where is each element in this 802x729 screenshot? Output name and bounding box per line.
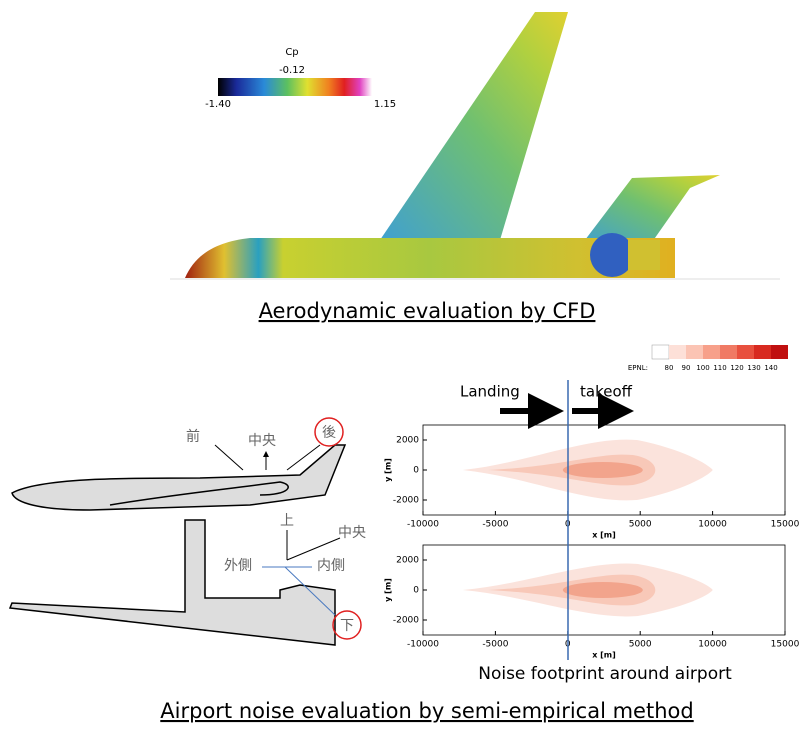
legend-level: 90 bbox=[682, 364, 691, 372]
x-tick-label: 10000 bbox=[698, 520, 727, 530]
y-axis-label: y [m] bbox=[384, 578, 393, 602]
x-tick-label: -10000 bbox=[407, 640, 439, 650]
x-axis-label: x [m] bbox=[592, 651, 616, 660]
label-center-2: 中央 bbox=[338, 525, 366, 541]
colorbar-mid: -0.12 bbox=[279, 65, 305, 76]
cfd-aircraft bbox=[170, 12, 780, 279]
legend-swatch bbox=[737, 345, 754, 359]
x-tick-label: -10000 bbox=[407, 520, 439, 530]
legend-swatch bbox=[720, 345, 737, 359]
footprint bbox=[463, 440, 713, 501]
legend-swatch bbox=[771, 345, 788, 359]
y-tick-label: 0 bbox=[413, 586, 419, 596]
colorbar-max: 1.15 bbox=[374, 99, 396, 110]
footprint bbox=[463, 564, 713, 617]
main-caption: Airport noise evaluation by semi-empiric… bbox=[160, 699, 693, 723]
footprint-contour bbox=[563, 582, 643, 598]
label-upper: 上 bbox=[280, 513, 294, 529]
legend-swatch bbox=[686, 345, 703, 359]
landing-label: Landing bbox=[460, 383, 520, 401]
y-tick-label: -2000 bbox=[393, 616, 419, 626]
legend-swatch bbox=[652, 345, 669, 359]
legend-swatch bbox=[754, 345, 771, 359]
y-tick-label: 0 bbox=[413, 466, 419, 476]
cfd-caption: Aerodynamic evaluation by CFD bbox=[259, 299, 596, 323]
x-tick-label: 5000 bbox=[629, 520, 652, 530]
label-front: 前 bbox=[186, 428, 200, 445]
takeoff-label: takeoff bbox=[580, 383, 633, 401]
x-tick-label: 5000 bbox=[629, 640, 652, 650]
aircraft-diagram bbox=[10, 418, 361, 645]
label-inner: 内側 bbox=[317, 558, 345, 574]
x-tick-label: -5000 bbox=[482, 640, 508, 650]
colorbar-title: Cp bbox=[285, 47, 298, 58]
label-lower: 下 bbox=[340, 618, 354, 634]
y-axis-label: y [m] bbox=[384, 458, 393, 482]
x-axis-label: x [m] bbox=[592, 531, 616, 540]
footprint-contour bbox=[563, 462, 643, 478]
x-tick-label: 10000 bbox=[698, 640, 727, 650]
x-tick-label: -5000 bbox=[482, 520, 508, 530]
label-rear: 後 bbox=[322, 425, 336, 441]
legend-level: 110 bbox=[713, 364, 726, 372]
legend-level: 140 bbox=[764, 364, 777, 372]
colorbar-min: -1.40 bbox=[205, 99, 231, 110]
y-tick-label: 2000 bbox=[396, 436, 419, 446]
legend-title: EPNL: bbox=[628, 364, 648, 372]
legend-swatch bbox=[669, 345, 686, 359]
noise-caption: Noise footprint around airport bbox=[478, 664, 732, 684]
legend-level: 100 bbox=[696, 364, 709, 372]
x-tick-label: 15000 bbox=[771, 520, 800, 530]
figure: Cp -0.12 -1.40 1.15 Aerodynamic evaluati… bbox=[0, 0, 802, 729]
label-outer: 外側 bbox=[224, 558, 252, 574]
y-tick-label: 2000 bbox=[396, 556, 419, 566]
x-tick-label: 15000 bbox=[771, 640, 800, 650]
label-center: 中央 bbox=[248, 433, 276, 449]
legend-level: 80 bbox=[665, 364, 674, 372]
legend-level: 120 bbox=[730, 364, 743, 372]
y-tick-label: -2000 bbox=[393, 496, 419, 506]
legend-level: 130 bbox=[747, 364, 760, 372]
colorbar bbox=[218, 78, 372, 96]
legend-swatch bbox=[703, 345, 720, 359]
